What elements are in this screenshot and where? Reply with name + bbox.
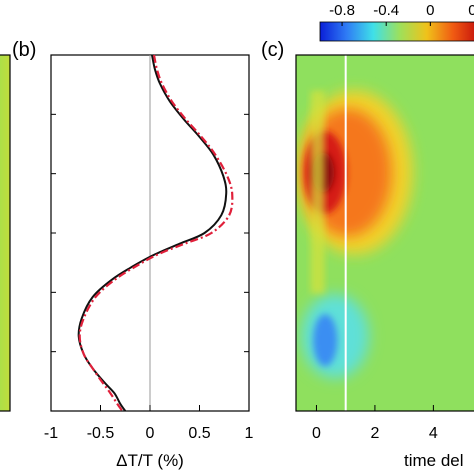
panel-b-x-tick-label: -1 <box>44 425 58 442</box>
panel-b-series-fit <box>78 54 234 412</box>
heatmap-onset-band <box>310 90 325 294</box>
colorbar-tick-label: -0.8 <box>329 2 355 19</box>
panel-b-x-tick-label: -0.5 <box>87 425 115 442</box>
panel-c-frame <box>295 54 474 412</box>
panel-c-heatmap <box>296 55 474 411</box>
panel-b-label: (b) <box>12 39 36 61</box>
panel-b-x-tick-label: 1 <box>245 425 254 442</box>
heatmap-negative-core <box>313 314 338 367</box>
panel-b-x-ticks: -1 -0.5 0 0.5 1 <box>44 405 254 442</box>
panel-b-x-tick-label: 0 <box>146 425 155 442</box>
panel-c-x-tick-label: 4 <box>429 425 438 442</box>
panel-c-x-ticks: 0 2 4 <box>312 405 438 442</box>
panel-c-label: (c) <box>261 39 284 61</box>
panel-c-x-tick-label: 2 <box>370 425 379 442</box>
colorbar-ticks: -0.8 -0.4 0 0. <box>329 2 474 26</box>
panel-b-x-label: ΔT/T (%) <box>116 451 184 470</box>
panel-c-x-tick-label: 0 <box>312 425 321 442</box>
colorbar-bar <box>319 21 474 42</box>
panel-c: (c) 0 2 4 time del <box>261 39 474 470</box>
panel-a-heatmap <box>0 54 11 412</box>
colorbar-tick-label: 0. <box>468 2 474 19</box>
panel-b-x-tick-label: 0.5 <box>188 425 210 442</box>
panel-c-x-label: time del <box>404 451 464 470</box>
panel-b: (b) -1 -0.5 0 0.5 1 ΔT/T (%) <box>12 39 254 470</box>
panel-c-features <box>296 90 413 379</box>
panel-b-y-ticks <box>51 113 249 353</box>
colorbar: -0.8 -0.4 0 0. <box>319 2 474 42</box>
colorbar-tick-label: 0 <box>426 2 434 19</box>
colorbar-tick-label: -0.4 <box>373 2 399 19</box>
panel-a <box>0 54 11 412</box>
